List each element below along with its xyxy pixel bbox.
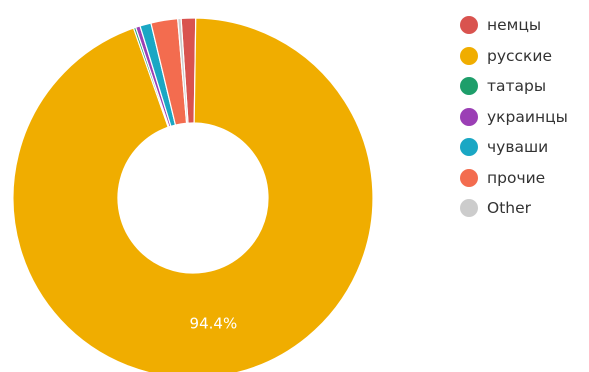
- donut-chart: 94.4%: [12, 17, 374, 372]
- slice-label-1: 94.4%: [190, 314, 238, 332]
- legend-swatch-icon: [460, 46, 478, 65]
- legend-label: Other: [487, 199, 532, 218]
- legend-swatch-icon: [460, 138, 478, 157]
- legend-label: прочие: [487, 168, 546, 187]
- legend-swatch-icon: [460, 168, 478, 187]
- legend-item-6[interactable]: Other: [460, 193, 568, 224]
- donut-slices: [12, 17, 374, 372]
- legend-swatch-icon: [460, 77, 478, 96]
- legend-item-2[interactable]: татары: [460, 71, 568, 102]
- legend-item-1[interactable]: русские: [460, 41, 568, 72]
- legend-item-5[interactable]: прочие: [460, 163, 568, 194]
- legend-label: украинцы: [487, 107, 568, 126]
- slice-6[interactable]: [177, 17, 189, 124]
- legend-label: татары: [487, 77, 547, 96]
- legend-label: чуваши: [487, 138, 549, 157]
- legend-item-0[interactable]: немцы: [460, 10, 568, 41]
- legend-swatch-icon: [460, 16, 478, 35]
- legend-label: русские: [487, 46, 553, 65]
- slice-labels: 94.4%: [190, 314, 238, 332]
- legend-item-3[interactable]: украинцы: [460, 102, 568, 133]
- chart-legend: немцы русские татары украинцы чуваши прочие Ot…: [460, 10, 568, 224]
- legend-swatch-icon: [460, 199, 478, 218]
- legend-swatch-icon: [460, 107, 478, 126]
- legend-label: немцы: [487, 16, 542, 35]
- slice-1[interactable]: [12, 17, 374, 372]
- legend-item-4[interactable]: чуваши: [460, 132, 568, 163]
